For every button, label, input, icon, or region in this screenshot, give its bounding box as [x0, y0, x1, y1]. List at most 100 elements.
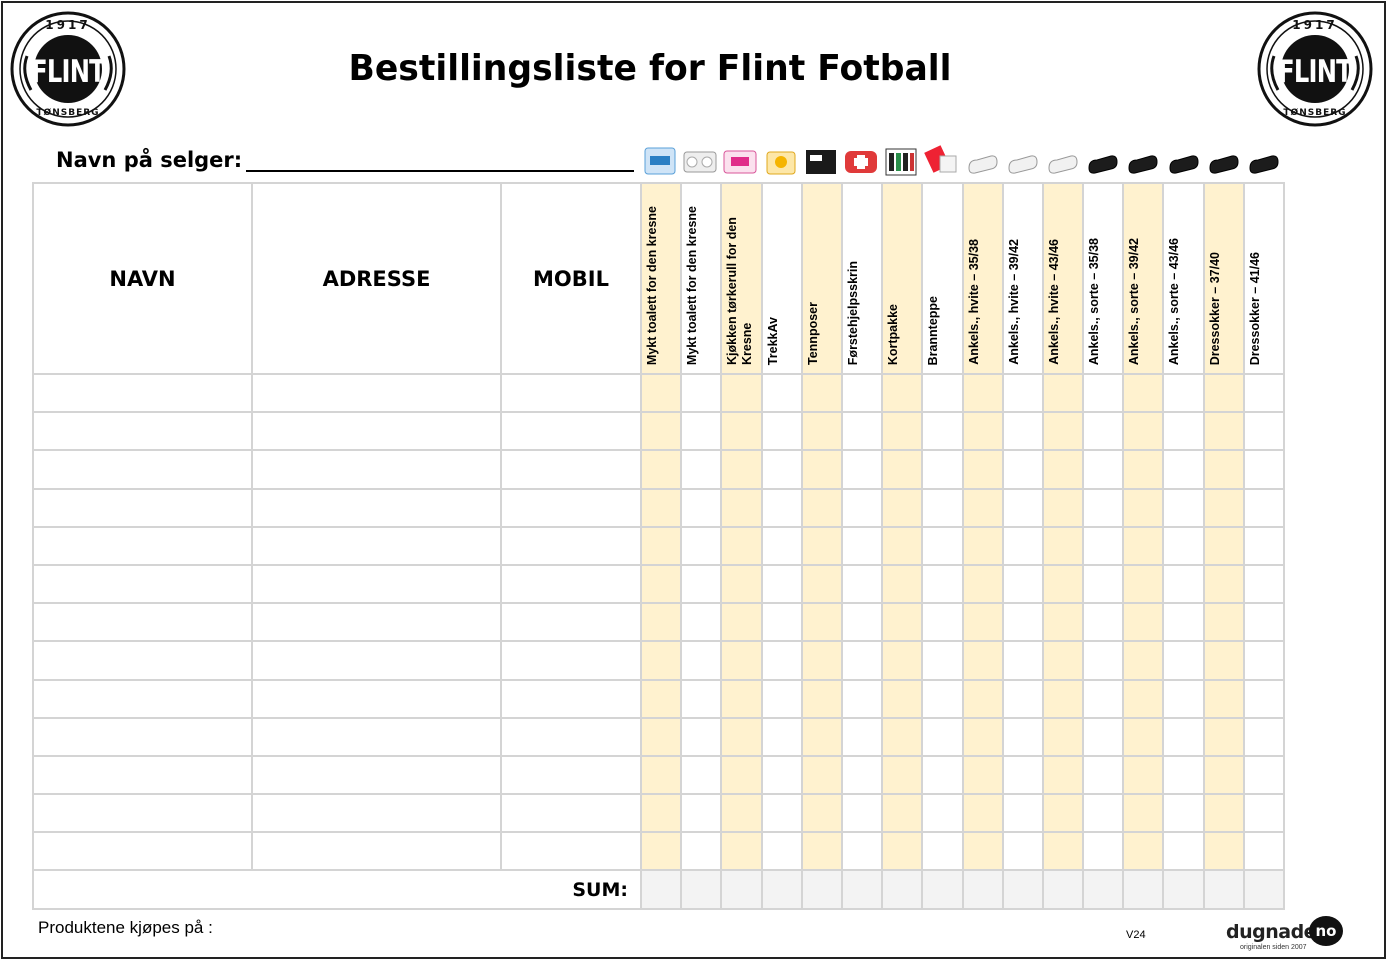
name-cell[interactable] [32, 640, 253, 681]
address-cell[interactable] [251, 487, 502, 528]
quantity-cell[interactable] [720, 372, 763, 414]
quantity-cell[interactable] [921, 602, 964, 643]
quantity-cell[interactable] [1001, 831, 1044, 872]
quantity-cell[interactable] [1242, 831, 1286, 872]
quantity-cell[interactable] [760, 640, 803, 681]
quantity-cell[interactable] [680, 831, 723, 872]
quantity-cell[interactable] [921, 372, 964, 414]
quantity-cell[interactable] [720, 449, 763, 490]
quantity-cell[interactable] [881, 678, 924, 719]
quantity-cell[interactable] [1041, 449, 1085, 490]
quantity-cell[interactable] [1001, 411, 1044, 452]
quantity-cell[interactable] [1242, 525, 1286, 566]
quantity-cell[interactable] [1242, 411, 1286, 452]
quantity-cell[interactable] [961, 602, 1004, 643]
quantity-cell[interactable] [1162, 831, 1205, 872]
sum-cell[interactable] [840, 869, 884, 911]
quantity-cell[interactable] [1082, 602, 1125, 643]
quantity-cell[interactable] [1202, 793, 1245, 834]
quantity-cell[interactable] [1122, 449, 1165, 490]
quantity-cell[interactable] [1001, 754, 1044, 796]
quantity-cell[interactable] [1082, 754, 1125, 796]
quantity-cell[interactable] [1202, 449, 1245, 490]
sum-cell[interactable] [1162, 869, 1205, 911]
quantity-cell[interactable] [680, 678, 723, 719]
quantity-cell[interactable] [1122, 716, 1165, 757]
address-cell[interactable] [251, 831, 502, 872]
quantity-cell[interactable] [961, 525, 1004, 566]
quantity-cell[interactable] [800, 602, 843, 643]
quantity-cell[interactable] [921, 754, 964, 796]
quantity-cell[interactable] [639, 640, 683, 681]
quantity-cell[interactable] [1001, 563, 1044, 605]
quantity-cell[interactable] [1001, 449, 1044, 490]
quantity-cell[interactable] [1242, 793, 1286, 834]
address-cell[interactable] [251, 602, 502, 643]
mobile-cell[interactable] [500, 640, 642, 681]
quantity-cell[interactable] [921, 793, 964, 834]
quantity-cell[interactable] [720, 563, 763, 605]
quantity-cell[interactable] [720, 487, 763, 528]
quantity-cell[interactable] [760, 525, 803, 566]
quantity-cell[interactable] [921, 640, 964, 681]
quantity-cell[interactable] [840, 372, 884, 414]
quantity-cell[interactable] [961, 678, 1004, 719]
quantity-cell[interactable] [1082, 831, 1125, 872]
quantity-cell[interactable] [1122, 487, 1165, 528]
quantity-cell[interactable] [1202, 563, 1245, 605]
quantity-cell[interactable] [1082, 793, 1125, 834]
quantity-cell[interactable] [881, 563, 924, 605]
quantity-cell[interactable] [680, 449, 723, 490]
quantity-cell[interactable] [1041, 754, 1085, 796]
quantity-cell[interactable] [1001, 487, 1044, 528]
mobile-cell[interactable] [500, 678, 642, 719]
quantity-cell[interactable] [881, 372, 924, 414]
quantity-cell[interactable] [840, 525, 884, 566]
address-cell[interactable] [251, 372, 502, 414]
quantity-cell[interactable] [1041, 678, 1085, 719]
name-cell[interactable] [32, 411, 253, 452]
quantity-cell[interactable] [680, 793, 723, 834]
quantity-cell[interactable] [1242, 754, 1286, 796]
quantity-cell[interactable] [1242, 449, 1286, 490]
quantity-cell[interactable] [1041, 411, 1085, 452]
quantity-cell[interactable] [921, 411, 964, 452]
name-cell[interactable] [32, 678, 253, 719]
name-cell[interactable] [32, 754, 253, 796]
sum-cell[interactable] [1001, 869, 1044, 911]
quantity-cell[interactable] [1162, 640, 1205, 681]
quantity-cell[interactable] [1202, 525, 1245, 566]
quantity-cell[interactable] [1041, 793, 1085, 834]
quantity-cell[interactable] [1122, 754, 1165, 796]
quantity-cell[interactable] [961, 640, 1004, 681]
quantity-cell[interactable] [639, 754, 683, 796]
quantity-cell[interactable] [1242, 563, 1286, 605]
quantity-cell[interactable] [1001, 793, 1044, 834]
quantity-cell[interactable] [961, 411, 1004, 452]
quantity-cell[interactable] [840, 411, 884, 452]
name-cell[interactable] [32, 525, 253, 566]
quantity-cell[interactable] [760, 602, 803, 643]
quantity-cell[interactable] [680, 372, 723, 414]
quantity-cell[interactable] [760, 487, 803, 528]
quantity-cell[interactable] [680, 411, 723, 452]
quantity-cell[interactable] [1202, 640, 1245, 681]
quantity-cell[interactable] [840, 602, 884, 643]
name-cell[interactable] [32, 602, 253, 643]
quantity-cell[interactable] [881, 487, 924, 528]
seller-name-field[interactable]: Navn på selger: [56, 148, 635, 172]
seller-name-line[interactable] [246, 150, 635, 172]
quantity-cell[interactable] [720, 831, 763, 872]
quantity-cell[interactable] [1242, 678, 1286, 719]
quantity-cell[interactable] [921, 487, 964, 528]
quantity-cell[interactable] [921, 831, 964, 872]
quantity-cell[interactable] [1162, 716, 1205, 757]
address-cell[interactable] [251, 754, 502, 796]
sum-cell[interactable] [921, 869, 964, 911]
quantity-cell[interactable] [1041, 602, 1085, 643]
quantity-cell[interactable] [1122, 678, 1165, 719]
sum-cell[interactable] [1041, 869, 1085, 911]
quantity-cell[interactable] [800, 640, 843, 681]
quantity-cell[interactable] [1202, 411, 1245, 452]
quantity-cell[interactable] [639, 372, 683, 414]
